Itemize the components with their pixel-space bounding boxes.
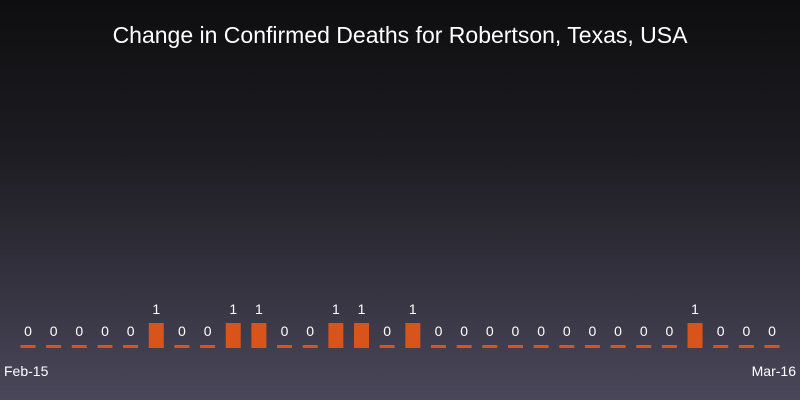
bar — [430, 345, 446, 348]
bar-value-label: 0 — [742, 323, 750, 339]
bar-value-label: 0 — [717, 323, 725, 339]
bar-value-label: 1 — [229, 301, 237, 317]
bar — [71, 345, 87, 348]
bar — [123, 345, 139, 348]
bar — [559, 345, 575, 348]
x-tick-label-start: Feb-15 — [4, 363, 49, 379]
bar — [277, 345, 293, 348]
bar-value-label: 0 — [24, 323, 32, 339]
x-tick-label-end: Mar-16 — [752, 363, 797, 379]
bar — [405, 323, 421, 348]
bar — [456, 345, 472, 348]
bar-value-label: 0 — [512, 323, 520, 339]
bar — [251, 323, 267, 348]
bar-value-label: 0 — [563, 323, 571, 339]
bar-value-label: 0 — [537, 323, 545, 339]
bar — [533, 345, 549, 348]
bar-value-label: 0 — [665, 323, 673, 339]
bar — [302, 345, 318, 348]
bar-value-label: 0 — [101, 323, 109, 339]
bar — [20, 345, 36, 348]
chart-title: Change in Confirmed Deaths for Robertson… — [113, 22, 689, 48]
bar-value-label: 0 — [50, 323, 58, 339]
bar — [610, 345, 626, 348]
bar-value-label: 1 — [152, 301, 160, 317]
bar-value-label: 1 — [255, 301, 263, 317]
bar — [661, 345, 677, 348]
bar-value-label: 0 — [614, 323, 622, 339]
bar — [713, 345, 729, 348]
bar — [46, 345, 62, 348]
bar-value-label: 0 — [306, 323, 314, 339]
bar — [174, 345, 190, 348]
bar — [507, 345, 523, 348]
bar-value-label: 1 — [358, 301, 366, 317]
bar — [200, 345, 216, 348]
value-label-group: 0 0 0 0 0 1 0 0 1 1 0 0 1 1 0 1 0 0 0 0 0 0 0 0 0 0 1 0 0 0 — [24, 301, 776, 339]
bar-value-label: 0 — [281, 323, 289, 339]
bar-value-label: 0 — [383, 323, 391, 339]
bar — [738, 345, 754, 348]
bar — [328, 323, 344, 348]
bar-value-label: 0 — [127, 323, 135, 339]
bar-value-label: 0 — [204, 323, 212, 339]
bar — [687, 323, 703, 348]
bar — [97, 345, 113, 348]
bar-value-label: 0 — [460, 323, 468, 339]
bar — [354, 323, 370, 348]
bar-value-label: 0 — [435, 323, 443, 339]
bar-group — [20, 323, 780, 348]
bar-value-label: 1 — [691, 301, 699, 317]
bar — [225, 323, 241, 348]
bar-value-label: 1 — [409, 301, 417, 317]
bar — [379, 345, 395, 348]
bar — [764, 345, 780, 348]
bar-value-label: 0 — [75, 323, 83, 339]
bar — [584, 345, 600, 348]
bar-value-label: 0 — [178, 323, 186, 339]
bar — [636, 345, 652, 348]
bar-value-label: 0 — [640, 323, 648, 339]
bar — [482, 345, 498, 348]
bar-value-label: 0 — [486, 323, 494, 339]
bar-value-label: 0 — [589, 323, 597, 339]
bar-value-label: 1 — [332, 301, 340, 317]
bar — [148, 323, 164, 348]
bar-value-label: 0 — [768, 323, 776, 339]
